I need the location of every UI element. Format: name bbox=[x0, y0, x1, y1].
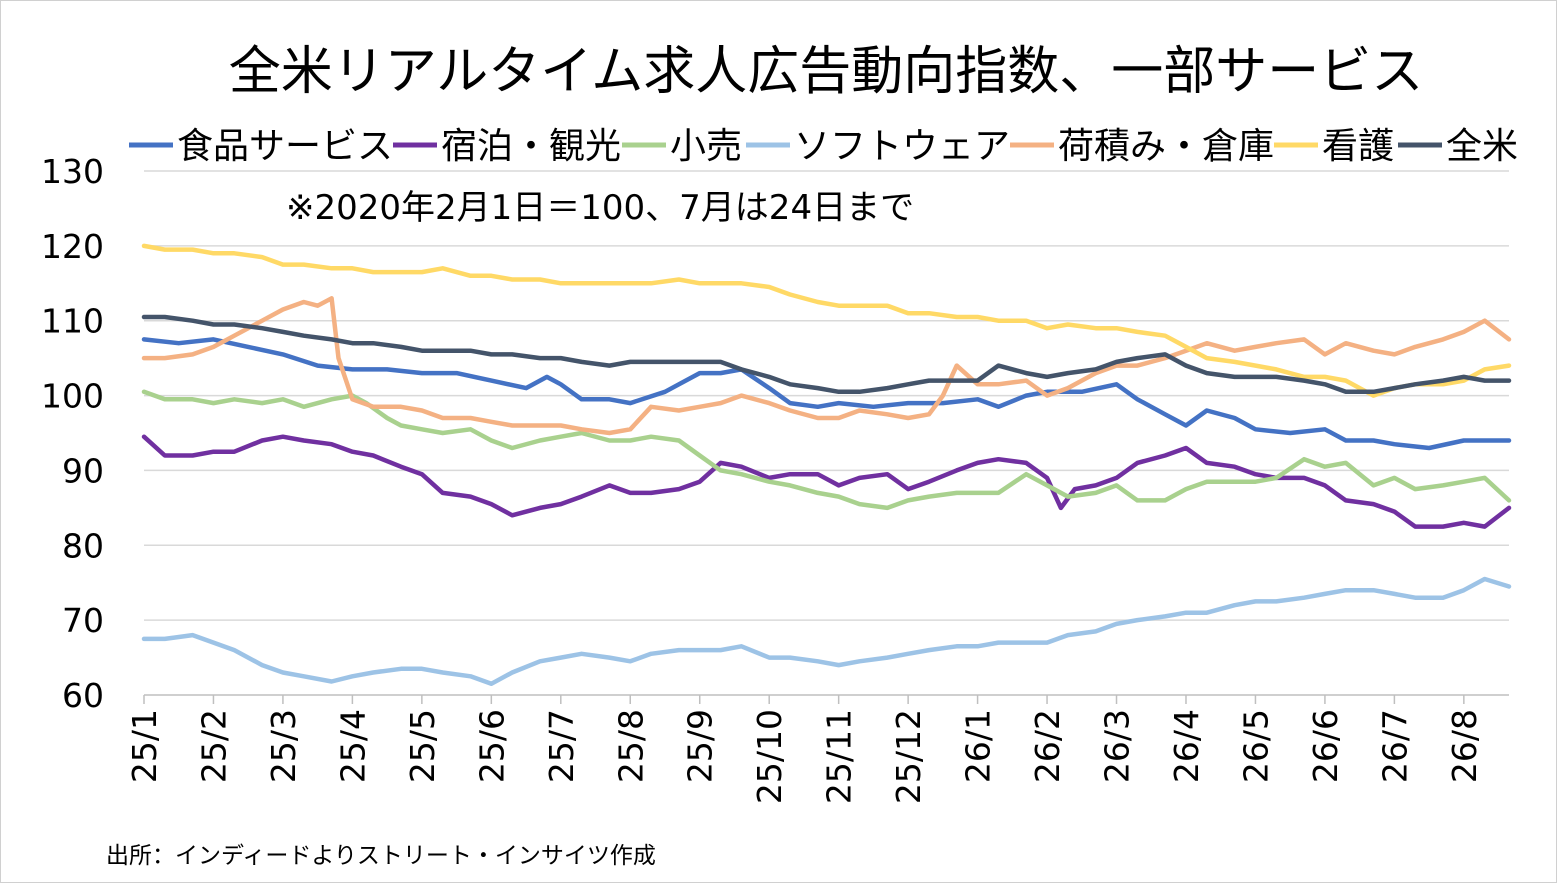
x-tick-label: 26/4 bbox=[1167, 709, 1206, 783]
grid-lines bbox=[144, 170, 1509, 621]
legend-label: 荷積み・倉庫 bbox=[1058, 126, 1274, 167]
x-tick-label: 26/7 bbox=[1375, 709, 1414, 783]
y-tick-label: 90 bbox=[62, 451, 104, 490]
x-tick-label: 25/1 bbox=[125, 709, 164, 783]
x-tick-label: 25/12 bbox=[889, 709, 928, 804]
series-line-6 bbox=[141, 314, 1512, 395]
series-line-1 bbox=[141, 434, 1512, 529]
y-tick-label: 80 bbox=[62, 526, 104, 565]
x-tick-label: 26/2 bbox=[1028, 709, 1067, 783]
chart-title: 全米リアルタイム求人広告動向指数、一部サービス bbox=[229, 42, 1423, 102]
y-tick-label: 120 bbox=[41, 227, 104, 266]
legend-label: 食品サービス bbox=[177, 126, 393, 167]
x-tick-label: 26/1 bbox=[959, 709, 998, 783]
legend-label: 小売 bbox=[670, 126, 742, 167]
legend-label: 看護 bbox=[1322, 126, 1394, 167]
x-tick-label: 25/4 bbox=[333, 709, 372, 783]
source-note: 出所：インディードよりストリート・インサイツ作成 bbox=[106, 843, 656, 869]
legend-label: ソフトウェア bbox=[794, 126, 1010, 167]
x-tick-label: 25/9 bbox=[681, 709, 720, 783]
y-tick-label: 110 bbox=[41, 302, 104, 341]
series-line-0 bbox=[141, 337, 1512, 451]
y-tick-label: 70 bbox=[62, 601, 104, 640]
legend: 食品サービス 宿泊・観光 小売 ソフトウェア 荷積み・倉庫 看護 全米 bbox=[129, 126, 1518, 167]
y-tick-label: 60 bbox=[62, 676, 104, 715]
chart-note: ※2020年2月1日＝100、7月は24日まで bbox=[286, 188, 914, 228]
x-axis: 25/1 25/2 25/3 25/4 25/5 25/6 25/7 25/8 25/9 25/1… bbox=[125, 694, 1509, 804]
x-tick-label: 25/6 bbox=[472, 709, 511, 783]
legend-label: 宿泊・観光 bbox=[441, 126, 621, 167]
series-lines bbox=[141, 243, 1512, 687]
x-tick-label: 25/5 bbox=[403, 709, 442, 783]
x-tick-label: 25/3 bbox=[264, 709, 303, 783]
legend-label: 全米 bbox=[1446, 126, 1518, 167]
x-tick-label: 25/7 bbox=[542, 709, 581, 783]
x-tick-label: 25/2 bbox=[194, 709, 233, 783]
x-tick-label: 25/10 bbox=[750, 709, 789, 804]
x-tick-label: 26/8 bbox=[1445, 709, 1484, 783]
y-tick-label: 100 bbox=[41, 377, 104, 416]
x-tick-label: 26/3 bbox=[1098, 709, 1137, 783]
x-tick-label: 26/6 bbox=[1306, 709, 1345, 783]
series-line-4 bbox=[141, 296, 1512, 436]
y-tick-label: 130 bbox=[41, 152, 104, 191]
x-tick-label: 25/8 bbox=[611, 709, 650, 783]
x-tick-label: 26/5 bbox=[1236, 709, 1275, 783]
series-line-5 bbox=[141, 243, 1512, 398]
series-line-3 bbox=[141, 576, 1512, 687]
x-tick-label: 25/11 bbox=[820, 709, 859, 804]
y-axis: 60 70 80 90 100 110 120 130 bbox=[41, 152, 104, 715]
